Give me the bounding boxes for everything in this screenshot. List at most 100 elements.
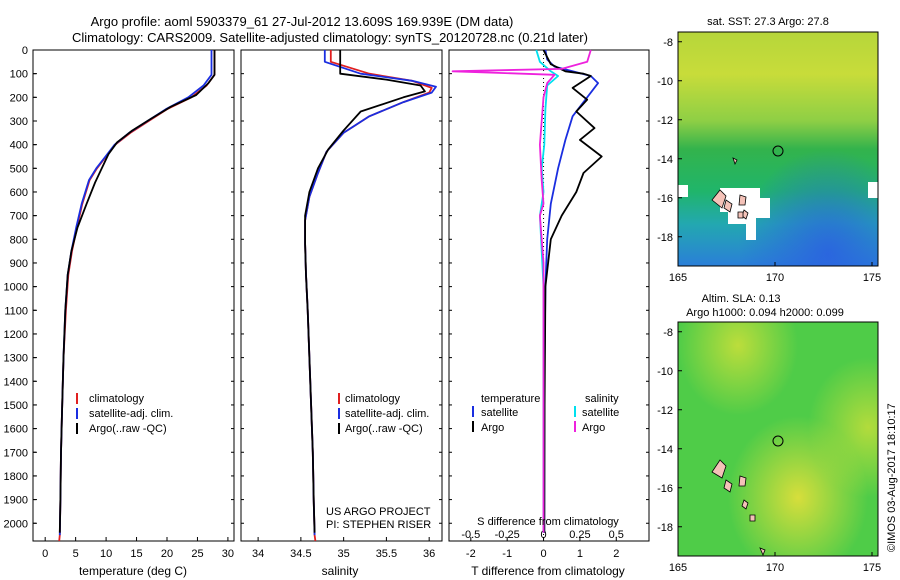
series-argo-raw-qc- bbox=[58, 50, 216, 533]
legend-ssat-label: satellite bbox=[582, 407, 619, 419]
sst-missing-data bbox=[678, 182, 878, 240]
sla-map-title-1: Altim. SLA: 0.13 bbox=[702, 293, 781, 305]
depth-tick-label: 0 bbox=[22, 45, 28, 57]
x-tick-label: 1 bbox=[577, 548, 583, 560]
depth-tick-label: 1900 bbox=[4, 495, 28, 507]
header-title-2: Climatology: CARS2009. Satellite-adjuste… bbox=[72, 30, 588, 45]
depth-tick-label: 600 bbox=[10, 187, 28, 199]
depth-tick-label: 1700 bbox=[4, 447, 28, 459]
salinity-legend: climatology satellite-adj. clim. Argo(..… bbox=[338, 393, 429, 435]
sla-islands bbox=[711, 459, 766, 557]
lon-tick-label: 170 bbox=[766, 562, 784, 574]
depth-tick-label: 1500 bbox=[4, 400, 28, 412]
depth-tick-label: 1200 bbox=[4, 329, 28, 341]
legend-clim-label: climatology bbox=[345, 393, 401, 405]
depth-tick-label: 300 bbox=[10, 116, 28, 128]
lon-tick-label: 175 bbox=[863, 272, 881, 284]
x-tick-label: -1 bbox=[502, 548, 512, 560]
sst-cold-patch bbox=[678, 32, 878, 266]
legend-sargo-label: Argo bbox=[582, 422, 605, 434]
salinity-x-axis: 34 34.5 35 35.5 36 bbox=[241, 49, 442, 560]
pi-credit: PI: STEPHEN RISER bbox=[326, 519, 431, 531]
series-t-argo bbox=[542, 49, 603, 533]
depth-tick-label: 500 bbox=[10, 163, 28, 175]
temperature-xlabel: temperature (deg C) bbox=[79, 564, 187, 578]
x-tick-label: 35 bbox=[338, 548, 350, 560]
imos-credit: ©IMOS 03-Aug-2017 18:10:17 bbox=[886, 403, 898, 552]
s-diff-label: S difference from climatology bbox=[477, 516, 619, 528]
header-title-1: Argo profile: aoml 5903379_61 27-Jul-201… bbox=[91, 14, 514, 29]
x-tick-label: 34 bbox=[252, 548, 264, 560]
sla-y-axis: -8 -10 -12 -14 -16 -18 bbox=[657, 327, 682, 534]
x-tick-label: 2 bbox=[613, 548, 619, 560]
t-diff-label: T difference from climatology bbox=[471, 564, 625, 578]
sst-x-axis: 165 170 175 bbox=[669, 262, 881, 284]
series-s-argo bbox=[451, 49, 592, 533]
sla-x-axis: 165 170 175 bbox=[669, 552, 881, 574]
x-tick-label: 25 bbox=[191, 548, 203, 560]
x-tick-label: 34.5 bbox=[290, 548, 311, 560]
x-tick-label: 5 bbox=[73, 548, 79, 560]
depth-tick-label: 1400 bbox=[4, 376, 28, 388]
float-position-marker bbox=[772, 145, 784, 157]
s-tick-label: -0.5 bbox=[461, 529, 480, 541]
legend-tsat-label: satellite bbox=[481, 407, 518, 419]
islands bbox=[711, 157, 749, 220]
depth-tick-label: 700 bbox=[10, 211, 28, 223]
temperature-series bbox=[58, 50, 216, 542]
lat-tick-label: -10 bbox=[657, 76, 673, 88]
lat-tick-label: -14 bbox=[657, 154, 673, 166]
s-tick-label: 0.25 bbox=[569, 529, 590, 541]
x-tick-label: 35.5 bbox=[376, 548, 397, 560]
difference-series bbox=[451, 49, 603, 533]
x-tick-label: 0 bbox=[540, 548, 546, 560]
depth-tick-label: 200 bbox=[10, 92, 28, 104]
sla-map-frame bbox=[677, 321, 879, 557]
legend-argo-label: Argo(..raw -QC) bbox=[345, 423, 423, 435]
s-tick-label: -0.25 bbox=[495, 529, 520, 541]
difference-legend: temperature salinity satellite Argo sate… bbox=[472, 393, 619, 434]
sla-float-position-marker bbox=[772, 435, 784, 447]
x-tick-label: 36 bbox=[423, 548, 435, 560]
lat-tick-label: -8 bbox=[663, 327, 673, 339]
s-tick-label: 0.5 bbox=[609, 529, 624, 541]
difference-panel: -2 -1 0 1 2 -0.5 -0.25 0 0.25 0.5 S difference f… bbox=[448, 49, 650, 578]
lat-tick-label: -18 bbox=[657, 232, 673, 244]
sla-map-title-2: Argo h1000: 0.094 h2000: 0.099 bbox=[686, 307, 844, 319]
sla-map: Altim. SLA: 0.13 Argo h1000: 0.094 h2000… bbox=[657, 293, 881, 574]
series-argo-raw-qc- bbox=[304, 50, 426, 533]
difference-plot-frame bbox=[448, 49, 650, 542]
lat-tick-label: -12 bbox=[657, 405, 673, 417]
x-tick-label: 15 bbox=[130, 548, 142, 560]
lat-tick-label: -16 bbox=[657, 483, 673, 495]
depth-tick-label: 800 bbox=[10, 234, 28, 246]
project-credit: US ARGO PROJECT bbox=[326, 506, 431, 518]
lat-tick-label: -16 bbox=[657, 193, 673, 205]
x-tick-label: 0 bbox=[42, 548, 48, 560]
legend-salinity-header: salinity bbox=[585, 393, 619, 405]
legend-sat-label: satellite-adj. clim. bbox=[89, 408, 173, 420]
temperature-legend: climatology satellite-adj. clim. Argo(..… bbox=[76, 393, 173, 435]
temperature-plot-frame bbox=[32, 49, 235, 542]
sla-warm-patch-3 bbox=[678, 322, 878, 556]
depth-tick-label: 1600 bbox=[4, 424, 28, 436]
depth-tick-label: 1100 bbox=[4, 305, 28, 317]
temperature-panel: 0100200300400500600700800900100011001200… bbox=[4, 45, 235, 578]
x-tick-label: 20 bbox=[161, 548, 173, 560]
legend-temperature-header: temperature bbox=[481, 393, 540, 405]
sst-map-title: sat. SST: 27.3 Argo: 27.8 bbox=[707, 16, 829, 28]
salinity-plot-frame bbox=[240, 49, 443, 542]
x-tick-label: 10 bbox=[100, 548, 112, 560]
lon-tick-label: 165 bbox=[669, 272, 687, 284]
temperature-x-axis: 0 5 10 15 20 25 30 bbox=[33, 49, 234, 560]
lat-tick-label: -18 bbox=[657, 522, 673, 534]
lat-tick-label: -8 bbox=[663, 37, 673, 49]
lon-tick-label: 165 bbox=[669, 562, 687, 574]
lat-tick-label: -10 bbox=[657, 366, 673, 378]
sst-map: sat. SST: 27.3 Argo: 27.8 -8 -10 -12 -14 -16… bbox=[657, 16, 881, 284]
sst-y-axis: -8 -10 -12 -14 -16 -18 bbox=[657, 37, 682, 244]
legend-targo-label: Argo bbox=[481, 422, 504, 434]
difference-x-axis: -2 -1 0 1 2 bbox=[449, 49, 649, 560]
legend-sat-label: satellite-adj. clim. bbox=[345, 408, 429, 420]
